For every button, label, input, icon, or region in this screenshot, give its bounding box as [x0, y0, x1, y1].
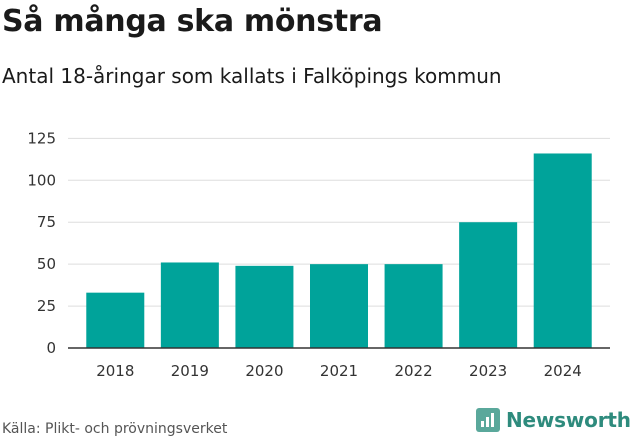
x-tick-label: 2018	[96, 362, 134, 380]
bar-2021	[310, 264, 368, 348]
brand-name: Newsworthy	[506, 408, 631, 432]
x-tick-label: 2019	[171, 362, 209, 380]
source-note: Källa: Plikt- och prövningsverket	[2, 421, 228, 437]
bar-2019	[160, 262, 219, 348]
x-tick-label: 2023	[469, 362, 507, 380]
y-tick-label: 75	[37, 213, 56, 231]
y-tick-label: 0	[46, 339, 56, 357]
x-tick-label: 2020	[245, 362, 283, 380]
x-tick-label: 2021	[320, 362, 358, 380]
brand-logo: Newsworthy	[476, 408, 631, 432]
bar-2023	[459, 222, 518, 348]
x-tick-label: 2022	[394, 362, 432, 380]
y-tick-label: 50	[37, 255, 56, 273]
bar-2024	[533, 153, 592, 348]
chart-subtitle: Antal 18-åringar som kallats i Falköping…	[2, 64, 502, 88]
bar-chart: 0 25 50 75 100 125 2018 2019 2020 2021 2022 2023 202…	[27, 129, 610, 380]
y-tick-label: 125	[27, 129, 56, 147]
x-tick-label: 2024	[544, 362, 582, 380]
chart-title: Så många ska mönstra	[2, 4, 383, 39]
y-tick-label: 25	[37, 297, 56, 315]
y-tick-label: 100	[27, 171, 56, 189]
newsworthy-logo-icon	[476, 408, 500, 432]
bar-2018	[86, 292, 145, 348]
bar-2020	[235, 265, 294, 348]
bar-2022	[384, 264, 443, 348]
